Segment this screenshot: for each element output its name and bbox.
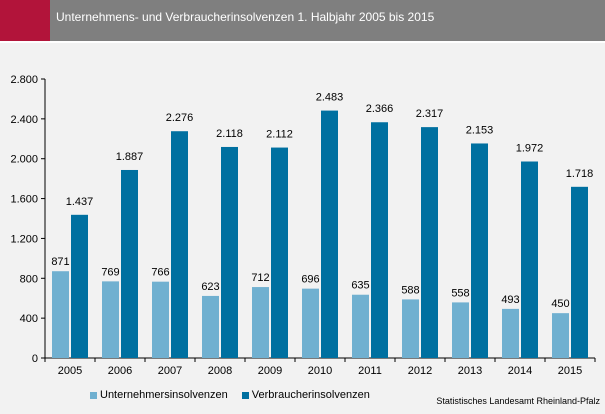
y-tick-label: 1.200 [10,233,38,245]
bar-unternehmen [502,308,519,358]
bar-verbraucher [421,127,438,358]
data-label-verbraucher: 2.276 [166,112,194,124]
data-label-verbraucher: 1.718 [566,168,594,180]
bar-unternehmen [402,299,419,358]
bar-verbraucher [521,161,538,358]
header-accent-bar [0,0,50,41]
data-label-unternehmen: 871 [51,256,69,268]
legend-label-unternehmen: Unternehmersinsolvenzen [100,389,228,401]
bar-verbraucher [321,110,338,358]
y-tick-label: 0 [32,353,38,365]
data-label-unternehmen: 712 [251,272,269,284]
bar-verbraucher [71,214,88,358]
chart-title: Unternehmens- und Verbraucherinsolvenzen… [56,10,435,24]
data-label-unternehmen: 696 [301,274,319,286]
y-tick-label: 400 [20,313,38,325]
x-tick-label: 2011 [358,365,382,377]
bar-unternehmen [252,287,269,358]
source-note: Statistisches Landesamt Rheinland-Pfalz [436,396,600,406]
bar-verbraucher [121,169,138,358]
data-label-verbraucher: 2.153 [466,124,494,136]
x-tick-label: 2009 [258,365,282,377]
bar-unternehmen [202,295,219,358]
x-tick-label: 2006 [108,365,132,377]
chart-header: Unternehmens- und Verbraucherinsolvenzen… [0,0,605,41]
legend: Unternehmersinsolvenzen Verbraucherinsol… [90,389,370,401]
bar-unternehmen [102,281,119,358]
data-label-verbraucher: 2.483 [316,92,344,104]
bar-unternehmen [452,302,469,358]
data-label-verbraucher: 2.366 [366,103,394,115]
bar-verbraucher [471,143,488,358]
y-tick-label: 2.400 [10,114,38,126]
y-tick-label: 800 [20,273,38,285]
data-label-unternehmen: 769 [101,266,119,278]
legend-swatch-verbraucher [241,391,249,399]
bar-verbraucher [371,122,388,359]
x-tick-label: 2015 [558,365,582,377]
data-label-unternehmen: 623 [201,281,219,293]
legend-item-verbraucher: Verbraucherinsolvenzen [241,389,370,401]
data-label-verbraucher: 1.972 [516,143,544,155]
data-label-unternehmen: 493 [501,294,519,306]
y-tick-label: 2.000 [10,154,38,166]
bar-unternehmen [552,313,569,358]
data-label-verbraucher: 1.887 [116,151,144,163]
x-tick-label: 2012 [408,365,432,377]
bar-verbraucher [571,186,588,358]
data-label-unternehmen: 588 [401,284,419,296]
x-tick-label: 2010 [308,365,332,377]
data-label-verbraucher: 1.437 [66,196,94,208]
bar-unternehmen [352,294,369,358]
legend-label-verbraucher: Verbraucherinsolvenzen [251,389,370,401]
bar-verbraucher [221,146,238,358]
bar-verbraucher [171,131,188,358]
bar-unternehmen [302,288,319,358]
data-label-unternehmen: 558 [451,287,469,299]
data-label-verbraucher: 2.317 [416,108,444,120]
x-tick-label: 2013 [458,365,482,377]
y-tick-label: 2.800 [10,74,38,86]
bar-unternehmen [152,281,169,358]
data-label-verbraucher: 2.112 [266,129,293,141]
legend-item-unternehmen: Unternehmersinsolvenzen [90,389,228,401]
data-label-unternehmen: 635 [351,280,369,292]
legend-swatch-unternehmen [90,391,97,399]
x-tick-label: 2008 [208,365,232,377]
data-label-unternehmen: 450 [551,298,569,310]
x-tick-label: 2014 [508,365,532,377]
y-tick-label: 1.600 [10,194,38,206]
x-tick-label: 2007 [158,365,182,377]
bar-unternehmen [52,271,69,358]
bar-verbraucher [271,147,288,358]
x-tick-label: 2005 [58,365,82,377]
data-label-verbraucher: 2.118 [216,128,243,140]
data-label-unternehmen: 766 [151,267,169,279]
